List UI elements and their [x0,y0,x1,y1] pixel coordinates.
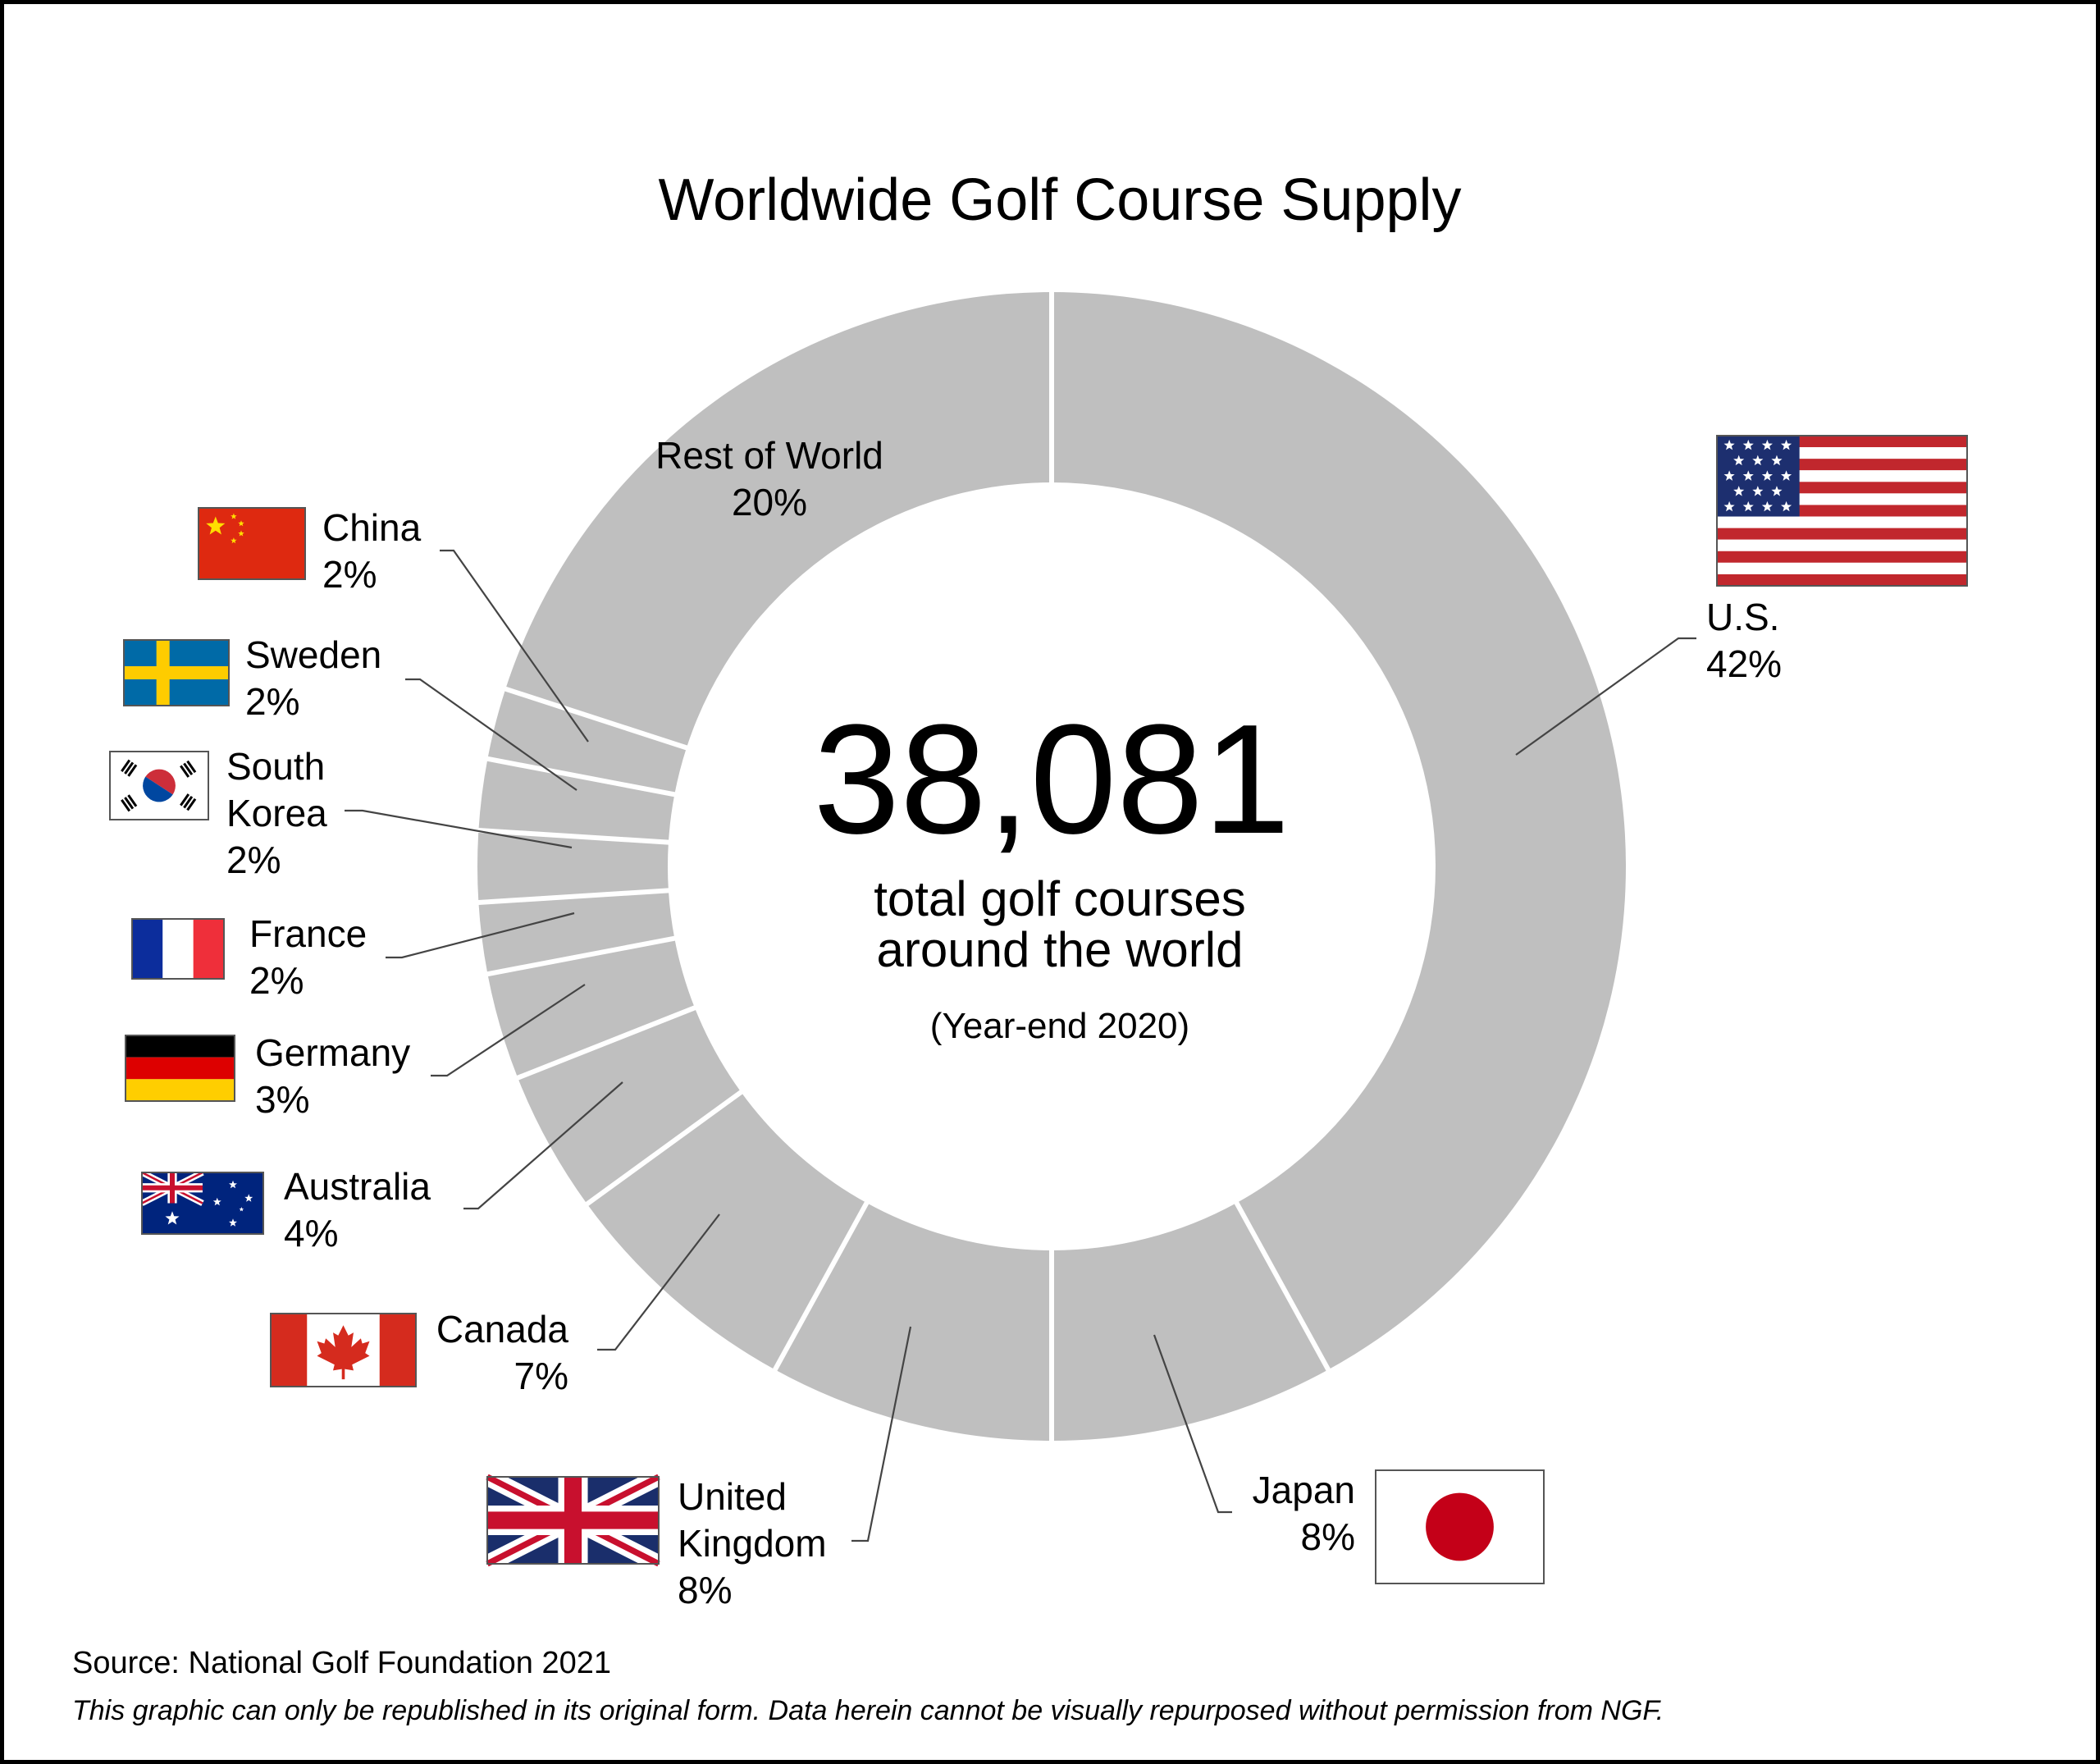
china-flag [198,507,306,580]
source-note: Source: National Golf Foundation 2021 [72,1646,611,1680]
slice-label-percent: 8% [1301,1515,1355,1558]
slice-separator [515,1004,697,1081]
slice-label-name: Japan [1253,1469,1355,1511]
south-korea-flag [109,751,209,820]
slice-label-percent: 2% [245,680,299,723]
slice-labels: U.S.42%Japan8%UnitedKingdom8%Canada7%Aus… [226,434,1782,1611]
slice-label-percent: 3% [255,1078,309,1121]
leader-lines [345,549,1696,1542]
slice-label-percent: 2% [322,553,377,596]
slice-rest-of-world [505,292,1052,748]
sweden-flag [123,639,230,706]
slice-separator [1233,1200,1331,1373]
slice-separator [503,686,689,751]
slice-label-name: Korea [226,792,327,834]
slice-sweden [478,758,675,843]
slice-label-name: Canada [436,1308,569,1350]
slice-label-name: China [322,506,422,549]
slice-label-name: Kingdom [678,1522,827,1565]
slice-label-name: Germany [255,1031,410,1074]
slice-label-name: South [226,745,325,788]
slice-label-percent: 7% [514,1355,568,1397]
slice-separator [477,827,671,845]
slice-label-name: U.S. [1706,596,1779,638]
slice-separator [477,888,671,906]
germany-flag [125,1035,235,1102]
leader-line [431,984,586,1077]
slice-separator [772,1200,870,1373]
slice-label-name: Sweden [245,633,381,676]
slice-separator [485,935,677,977]
slice-label-name: United [678,1475,787,1518]
slice-label-percent: 2% [226,839,281,881]
center-caption-line2: around the world [877,922,1244,977]
canada-flag [270,1313,417,1387]
slice-label-name: Australia [284,1165,431,1208]
slice-label-percent: 2% [249,959,304,1002]
slice-separator [485,756,677,797]
slice-germany [487,938,695,1078]
uk-flag [483,1469,663,1572]
slice-separator [584,1089,744,1208]
us-flag [1716,435,1968,587]
slice-japan [1052,1203,1329,1441]
leader-line [597,1213,720,1351]
leader-line [405,678,578,791]
japan-flag [1375,1469,1545,1584]
leader-line [463,1081,623,1210]
leader-line [851,1326,912,1542]
leader-line [386,912,575,959]
slice-france [478,890,675,975]
leader-line [1515,637,1696,756]
chart-title: Worldwide Golf Course Supply [658,167,1461,233]
slices-layer [477,290,1626,1442]
center-total: 38,081 [813,692,1290,866]
center-caption-line1: total golf courses [874,871,1246,926]
slice-label-percent: 8% [678,1569,732,1611]
slice-label-percent: 20% [732,481,807,523]
flags [109,435,1968,1584]
center-note: (Year-end 2020) [930,1006,1189,1046]
slice-canada [587,1092,867,1370]
leader-line [345,809,573,849]
slice-united-kingdom [774,1203,1052,1441]
slice-label-name: Rest of World [655,434,883,477]
australia-flag [140,1169,264,1235]
slice-label-name: France [249,912,367,955]
disclaimer-note: This graphic can only be republished in … [72,1695,1664,1726]
slice-label-percent: 42% [1706,642,1782,685]
slice-u-s [1052,292,1626,1370]
slice-south-korea [477,830,669,903]
leader-line [1153,1334,1232,1514]
france-flag [131,918,225,980]
slice-label-percent: 4% [284,1212,338,1254]
leader-line [440,549,589,743]
